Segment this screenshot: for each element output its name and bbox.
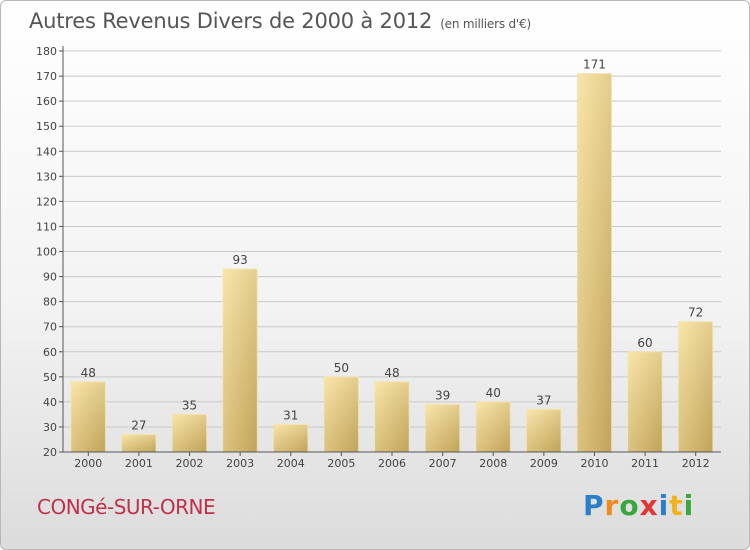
bar-shade xyxy=(678,321,713,452)
y-tick-label: 170 xyxy=(36,70,57,83)
y-tick-label: 20 xyxy=(43,446,57,459)
data-label: 60 xyxy=(637,336,652,350)
proxiti-logo[interactable]: Proxiti xyxy=(583,489,694,522)
bar-shade xyxy=(324,376,359,452)
bar-shade xyxy=(71,381,106,452)
chart-title: Autres Revenus Divers de 2000 à 2012 (en … xyxy=(29,9,531,33)
x-tick-label: 2005 xyxy=(327,457,355,470)
logo-letter: r xyxy=(604,489,620,522)
x-tick-label: 2002 xyxy=(176,457,204,470)
data-label: 40 xyxy=(486,386,501,400)
bar-shade xyxy=(223,269,258,452)
data-label: 50 xyxy=(334,361,349,375)
y-tick-label: 30 xyxy=(43,421,57,434)
x-tick-label: 2011 xyxy=(631,457,659,470)
y-tick-label: 80 xyxy=(43,296,57,309)
data-label: 72 xyxy=(688,306,703,320)
x-tick-label: 2003 xyxy=(226,457,254,470)
y-tick-label: 180 xyxy=(36,45,57,58)
bar-shade xyxy=(121,434,156,452)
x-tick-label: 2001 xyxy=(125,457,153,470)
data-label: 39 xyxy=(435,388,450,402)
data-label: 48 xyxy=(384,366,399,380)
y-tick-label: 130 xyxy=(36,170,57,183)
y-tick-label: 70 xyxy=(43,321,57,334)
y-tick-label: 160 xyxy=(36,95,57,108)
y-tick-label: 60 xyxy=(43,346,57,359)
x-tick-label: 2008 xyxy=(479,457,507,470)
x-tick-label: 2010 xyxy=(580,457,608,470)
logo-letter: t xyxy=(669,489,684,522)
unit-label: (en milliers d'€) xyxy=(440,17,531,31)
logo-letter: i xyxy=(658,489,670,522)
logo-letter: o xyxy=(619,489,640,522)
chart-title-text: Autres Revenus Divers de 2000 à 2012 xyxy=(29,9,433,33)
x-tick-label: 2009 xyxy=(530,457,558,470)
data-label: 27 xyxy=(131,418,146,432)
y-tick-label: 90 xyxy=(43,271,57,284)
data-label: 48 xyxy=(81,366,96,380)
bar-shade xyxy=(476,401,511,452)
bar-shade xyxy=(273,424,308,452)
data-label: 35 xyxy=(182,398,197,412)
x-tick-label: 2006 xyxy=(378,457,406,470)
logo-letter: x xyxy=(639,489,659,522)
y-tick-label: 120 xyxy=(36,195,57,208)
data-label: 171 xyxy=(583,58,606,72)
x-tick-label: 2012 xyxy=(682,457,710,470)
y-tick-label: 40 xyxy=(43,396,57,409)
data-label: 31 xyxy=(283,408,298,422)
x-tick-label: 2000 xyxy=(74,457,102,470)
x-tick-label: 2004 xyxy=(277,457,305,470)
logo-letter: i xyxy=(683,489,695,522)
bar-shade xyxy=(577,73,612,453)
bar-shade xyxy=(375,381,409,452)
y-tick-label: 50 xyxy=(43,371,57,384)
bar-shade xyxy=(425,404,460,452)
bar-shade xyxy=(628,351,663,452)
logo-letter: P xyxy=(583,489,605,522)
town-name: CONGé-SUR-ORNE xyxy=(37,495,216,519)
data-label: 93 xyxy=(233,253,248,267)
y-tick-label: 100 xyxy=(36,246,57,259)
data-label: 37 xyxy=(536,393,551,407)
y-tick-label: 140 xyxy=(36,145,57,158)
y-tick-label: 110 xyxy=(36,220,57,233)
x-tick-label: 2007 xyxy=(429,457,457,470)
bar-shade xyxy=(526,409,561,452)
bar-shade xyxy=(172,414,207,452)
y-tick-label: 150 xyxy=(36,120,57,133)
